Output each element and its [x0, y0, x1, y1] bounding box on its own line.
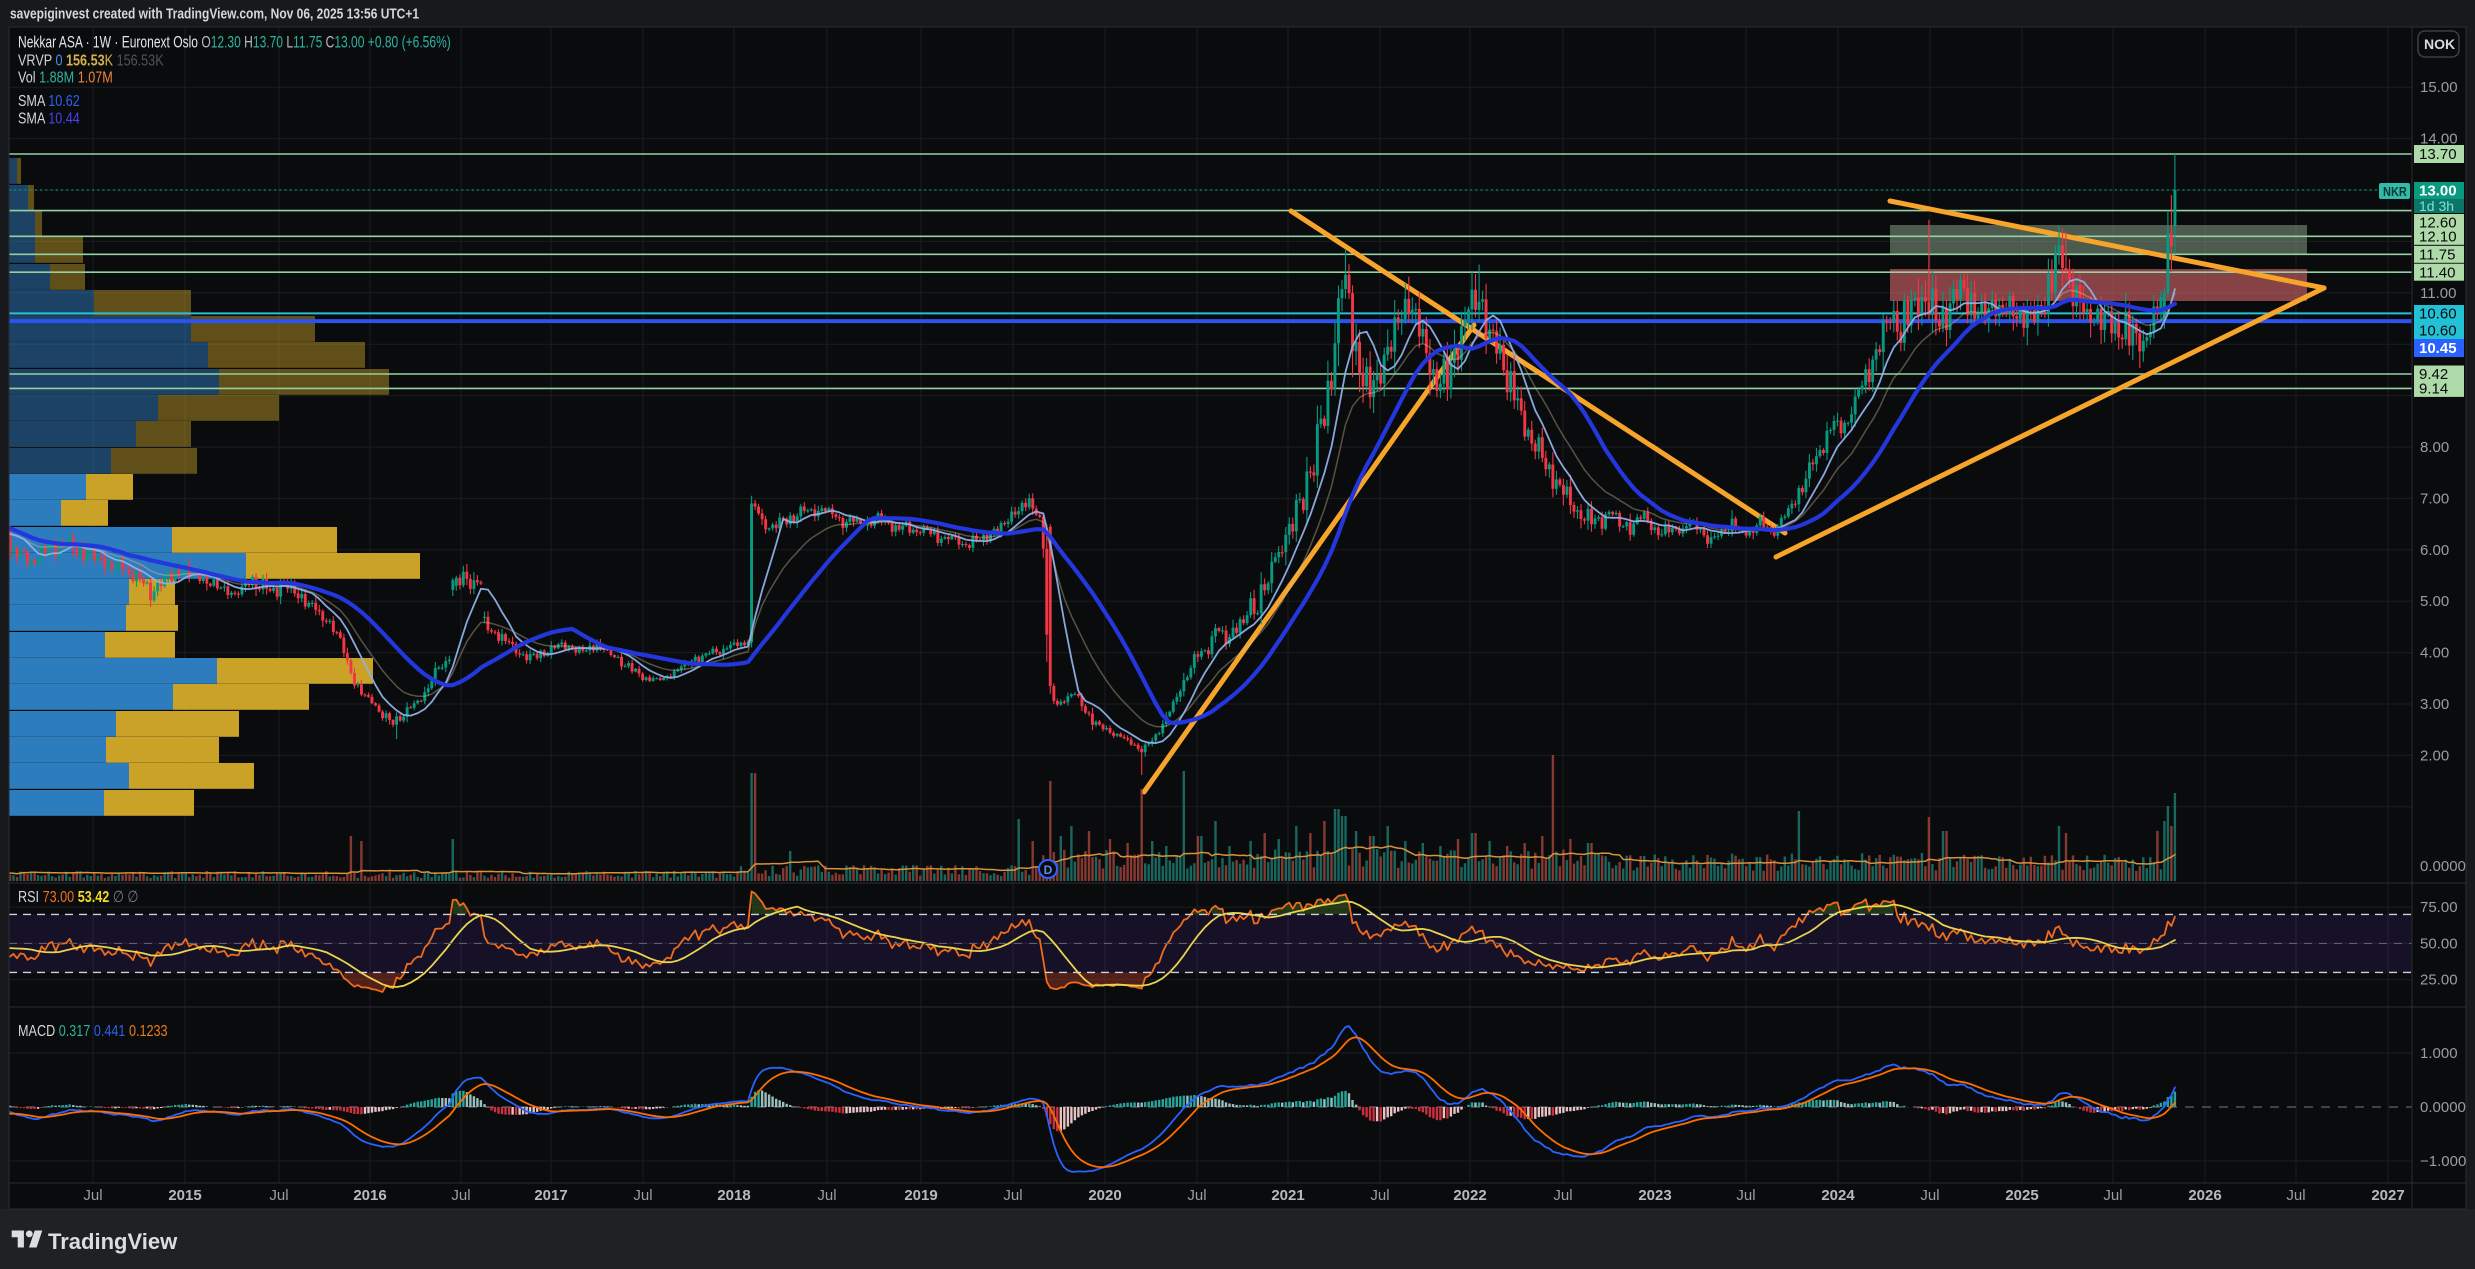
svg-text:Jul: Jul	[1370, 1187, 1389, 1204]
svg-text:5.00: 5.00	[2420, 593, 2449, 610]
svg-text:2025: 2025	[2005, 1187, 2038, 1204]
svg-text:savepiginvest created with Tra: savepiginvest created with TradingView.c…	[10, 5, 419, 22]
svg-text:75.00: 75.00	[2420, 899, 2458, 916]
svg-text:7.00: 7.00	[2420, 490, 2449, 507]
svg-text:Jul: Jul	[817, 1187, 836, 1204]
svg-text:6.00: 6.00	[2420, 542, 2449, 559]
svg-text:2024: 2024	[1821, 1187, 1855, 1204]
svg-text:Jul: Jul	[1920, 1187, 1939, 1204]
svg-text:2018: 2018	[717, 1187, 750, 1204]
svg-text:VRVP 0 156.53K 156.53K: VRVP 0 156.53K 156.53K	[18, 52, 164, 70]
svg-text:2017: 2017	[534, 1187, 567, 1204]
svg-text:11.75: 11.75	[2419, 247, 2455, 264]
svg-text:3.00: 3.00	[2420, 696, 2449, 713]
svg-text:Jul: Jul	[2286, 1187, 2305, 1204]
svg-text:2015: 2015	[168, 1187, 201, 1204]
svg-text:2016: 2016	[353, 1187, 386, 1204]
svg-text:12.10: 12.10	[2419, 229, 2457, 246]
svg-text:−1.000: −1.000	[2420, 1153, 2466, 1170]
svg-text:2022: 2022	[1453, 1187, 1486, 1204]
svg-text:1.000: 1.000	[2420, 1045, 2458, 1062]
svg-text:Jul: Jul	[269, 1187, 288, 1204]
svg-text:2.00: 2.00	[2420, 747, 2449, 764]
svg-text:2019: 2019	[904, 1187, 937, 1204]
svg-text:SMA 10.44: SMA 10.44	[18, 110, 80, 128]
svg-text:1d 3h: 1d 3h	[2419, 198, 2454, 214]
svg-text:Vol 1.88M 1.07M: Vol 1.88M 1.07M	[18, 69, 113, 87]
svg-text:9.14: 9.14	[2419, 381, 2448, 398]
svg-text:0.0000: 0.0000	[2420, 1099, 2466, 1116]
svg-text:Jul: Jul	[1736, 1187, 1755, 1204]
svg-text:11.00: 11.00	[2420, 285, 2456, 302]
svg-text:D: D	[1044, 863, 1053, 877]
svg-text:Jul: Jul	[451, 1187, 470, 1204]
svg-text:10.60: 10.60	[2419, 323, 2457, 340]
svg-text:2021: 2021	[1271, 1187, 1304, 1204]
svg-text:2027: 2027	[2371, 1187, 2404, 1204]
svg-text:Jul: Jul	[1187, 1187, 1206, 1204]
svg-text:8.00: 8.00	[2420, 439, 2449, 456]
svg-text:SMA 10.62: SMA 10.62	[18, 93, 80, 111]
svg-text:TradingView: TradingView	[48, 1229, 178, 1254]
svg-text:10.60: 10.60	[2419, 306, 2457, 323]
svg-text:25.00: 25.00	[2420, 972, 2458, 989]
svg-text:2020: 2020	[1088, 1187, 1121, 1204]
svg-text:9.42: 9.42	[2419, 366, 2448, 383]
svg-text:50.00: 50.00	[2420, 935, 2458, 952]
svg-text:10.45: 10.45	[2419, 340, 2457, 357]
svg-text:0.0000: 0.0000	[2420, 858, 2466, 875]
svg-text:Nekkar ASA · 1W · Euronext Osl: Nekkar ASA · 1W · Euronext Oslo O12.30 H…	[18, 34, 451, 52]
svg-text:14.00: 14.00	[2420, 131, 2458, 148]
svg-text:13.00: 13.00	[2419, 183, 2457, 200]
svg-text:MACD 0.317 0.441 0.1233: MACD 0.317 0.441 0.1233	[18, 1023, 168, 1041]
svg-text:Jul: Jul	[83, 1187, 102, 1204]
svg-text:Jul: Jul	[1003, 1187, 1022, 1204]
svg-text:NOK: NOK	[2424, 36, 2455, 52]
svg-text:15.00: 15.00	[2420, 79, 2458, 96]
svg-text:NKR: NKR	[2383, 185, 2407, 199]
svg-text:2023: 2023	[1638, 1187, 1671, 1204]
svg-text:12.60: 12.60	[2419, 215, 2457, 232]
svg-text:Jul: Jul	[633, 1187, 652, 1204]
svg-text:Jul: Jul	[2103, 1187, 2122, 1204]
svg-text:RSI 73.00 53.42 ∅ ∅: RSI 73.00 53.42 ∅ ∅	[18, 889, 138, 907]
svg-text:13.70: 13.70	[2419, 146, 2457, 163]
svg-text:4.00: 4.00	[2420, 645, 2449, 662]
svg-text:Jul: Jul	[1553, 1187, 1572, 1204]
svg-text:11.40: 11.40	[2419, 264, 2455, 281]
svg-text:2026: 2026	[2188, 1187, 2221, 1204]
